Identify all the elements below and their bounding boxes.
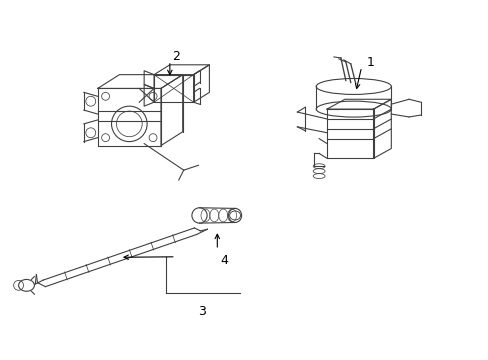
- Text: 3: 3: [198, 305, 206, 318]
- Text: 2: 2: [171, 50, 180, 63]
- Text: 4: 4: [220, 254, 228, 267]
- Text: 1: 1: [366, 56, 374, 69]
